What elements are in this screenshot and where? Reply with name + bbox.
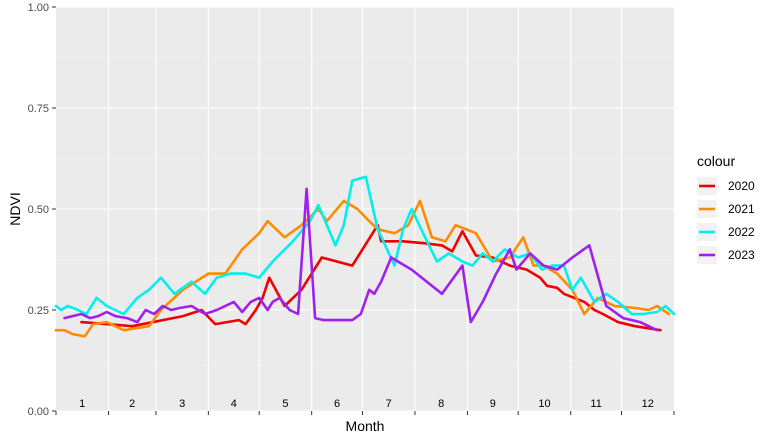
legend-label: 2021	[728, 202, 755, 216]
month-label: 9	[490, 398, 496, 410]
month-labels: 1 2 3 4 5 6 7 8 9 10 11 12	[79, 398, 654, 410]
month-label: 4	[231, 398, 237, 410]
legend-label: 2020	[728, 179, 755, 193]
month-label: 11	[590, 398, 601, 410]
month-label: 5	[282, 398, 288, 410]
month-label: 7	[386, 398, 392, 410]
series-line-2021	[54, 199, 671, 338]
month-label: 8	[438, 398, 444, 410]
grid-lines	[56, 6, 674, 412]
month-label: 2	[129, 398, 135, 410]
legend-label: 2023	[728, 248, 755, 262]
series-line-2023	[63, 187, 659, 332]
month-label: 3	[179, 398, 185, 410]
month-label: 6	[334, 398, 340, 410]
legend-label: 2022	[728, 225, 755, 239]
month-label: 1	[79, 398, 85, 410]
series-line-2020	[80, 223, 662, 332]
y-tick-label: 1.00	[28, 2, 49, 14]
y-tick-label: 0.25	[28, 305, 49, 317]
series-line-2022	[54, 175, 676, 316]
y-tick-label: 0.75	[28, 103, 49, 115]
y-tick-label: 0.00	[28, 406, 49, 418]
x-axis-title: Month	[346, 418, 385, 434]
legend-title: colour	[697, 153, 735, 169]
series-lines	[54, 175, 676, 338]
legend: colour 2020 2021 2022 2023	[697, 153, 755, 264]
month-label: 10	[538, 398, 550, 410]
axes: 0.00 0.25 0.50 0.75 1.00	[28, 2, 675, 418]
y-tick-label: 0.50	[28, 204, 49, 216]
y-axis-title: NDVI	[7, 192, 23, 225]
month-label: 12	[642, 398, 654, 410]
